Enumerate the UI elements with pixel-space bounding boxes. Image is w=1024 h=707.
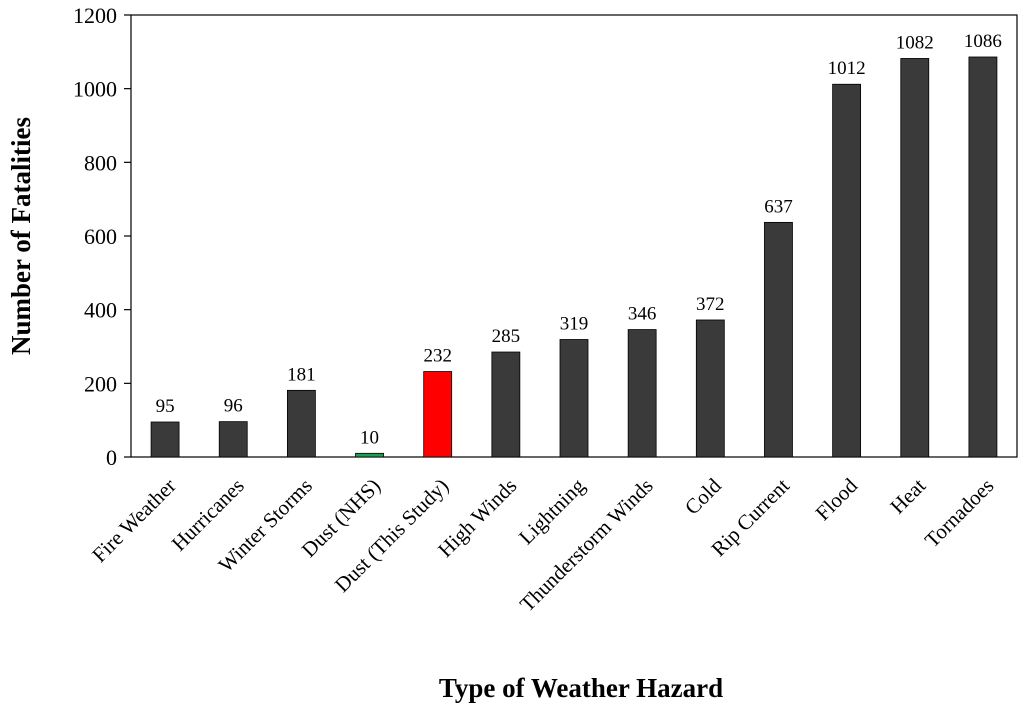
data-label: 346: [628, 304, 657, 325]
bar: [423, 371, 453, 458]
data-label: 285: [492, 326, 521, 347]
bar: [218, 421, 248, 458]
category-label: Tornadoes: [920, 474, 999, 553]
x-axis-title: Type of Weather Hazard: [439, 673, 723, 703]
data-label: 10: [360, 427, 379, 448]
bar: [355, 452, 384, 458]
data-label: 95: [156, 396, 175, 417]
y-axis-title: Number of Fatalities: [6, 117, 36, 355]
bar: [832, 83, 862, 458]
y-tick-label: 200: [84, 371, 117, 396]
y-tick-label: 800: [84, 150, 117, 175]
y-tick-label: 400: [84, 298, 117, 323]
bar: [695, 319, 725, 458]
data-label: 232: [423, 346, 452, 367]
data-label: 1012: [828, 58, 866, 79]
category-label: Fire Weather: [87, 474, 180, 567]
bar: [764, 221, 793, 458]
y-tick-label: 1200: [73, 3, 117, 28]
data-label: 1086: [964, 31, 1002, 52]
data-labels: 95 96 181 10 232 285 319 346 372 637 1012 1082 1086: [156, 31, 1002, 448]
data-label: 372: [696, 294, 725, 315]
category-label: Flood: [811, 473, 863, 525]
bars: [150, 56, 998, 458]
data-label: 1082: [896, 32, 934, 53]
bar: [627, 329, 657, 458]
y-tick-label: 600: [84, 224, 117, 249]
bar: [968, 56, 998, 458]
data-label: 637: [764, 196, 793, 217]
bar: [491, 351, 521, 458]
bar: [150, 421, 180, 458]
bar: [286, 389, 316, 458]
data-label: 319: [560, 314, 589, 335]
category-label: Heat: [885, 473, 930, 518]
data-label: 96: [224, 396, 243, 417]
y-tick-label: 0: [106, 445, 117, 470]
bar: [900, 58, 930, 458]
y-tick-label: 1000: [73, 77, 117, 102]
category-label: Thunderstorm Winds: [515, 474, 658, 617]
bar: [559, 339, 589, 458]
category-label: Cold: [680, 473, 726, 519]
data-label: 181: [287, 364, 316, 385]
y-axis-ticks: 0 200 400 600 800 1000 1200: [73, 3, 131, 470]
